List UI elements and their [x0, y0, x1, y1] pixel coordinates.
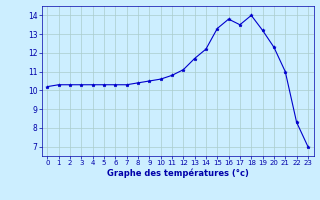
X-axis label: Graphe des températures (°c): Graphe des températures (°c)	[107, 169, 249, 178]
